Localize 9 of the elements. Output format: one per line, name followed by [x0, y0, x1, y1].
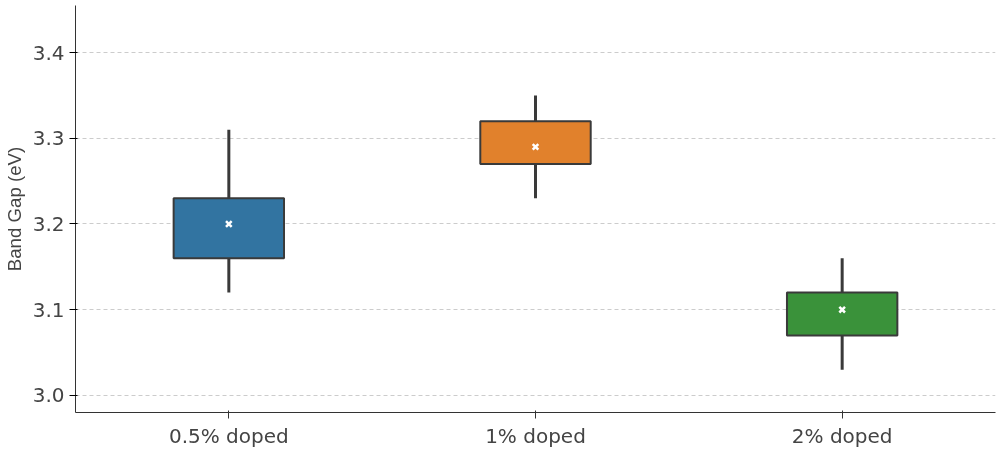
- x-tick-label: 0.5% doped: [168, 423, 289, 448]
- y-tick-label: 3.1: [32, 297, 65, 322]
- y-axis-title: Band Gap (eV): [3, 146, 25, 272]
- y-tick-label: 3.2: [32, 211, 65, 236]
- y-tick-label: 3.0: [32, 383, 65, 408]
- y-tick-label: 3.4: [32, 40, 65, 65]
- x-tick-label: 2% doped: [791, 423, 893, 448]
- y-tick-label: 3.3: [32, 126, 65, 151]
- x-tick-label: 1% doped: [485, 423, 586, 448]
